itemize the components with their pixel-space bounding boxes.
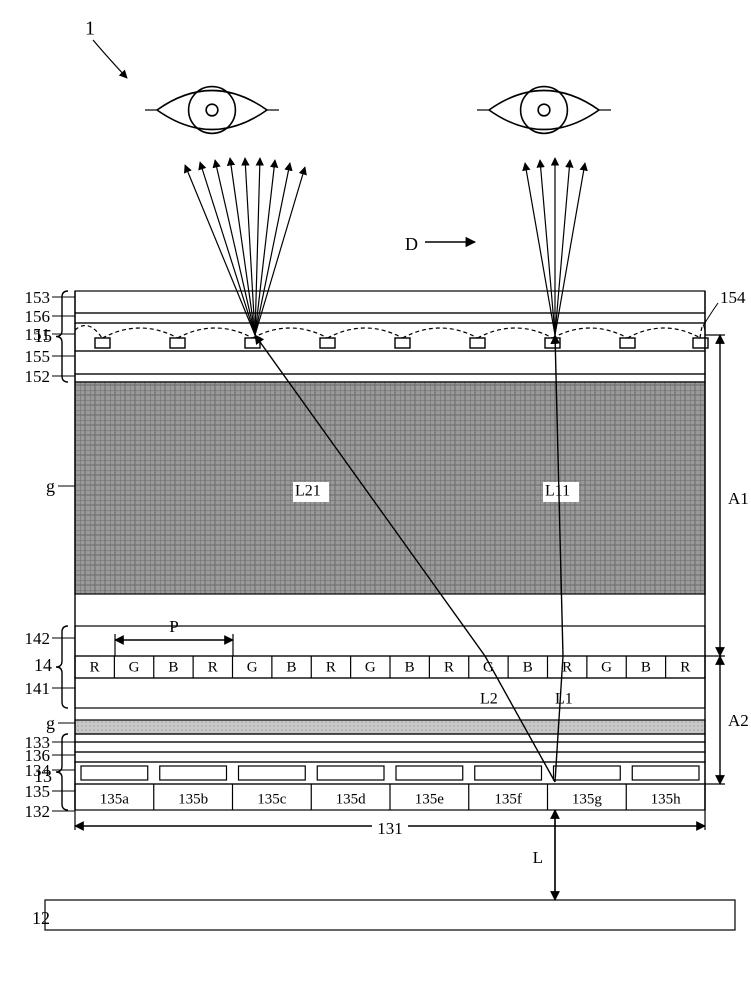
svg-text:L2: L2 [480,691,498,708]
svg-text:R: R [562,659,572,675]
svg-text:135b: 135b [178,791,208,807]
svg-text:A1: A1 [728,489,749,508]
svg-text:A2: A2 [728,711,749,730]
svg-text:135d: 135d [336,791,367,807]
svg-text:135h: 135h [651,791,682,807]
svg-text:P: P [169,617,178,636]
svg-text:R: R [326,659,336,675]
svg-text:135g: 135g [572,791,603,807]
svg-text:G: G [601,659,612,675]
svg-text:B: B [287,659,297,675]
svg-text:B: B [523,659,533,675]
svg-text:R: R [444,659,454,675]
svg-text:135f: 135f [494,791,522,807]
svg-text:B: B [641,659,651,675]
svg-text:G: G [129,659,140,675]
svg-text:12: 12 [32,908,50,928]
svg-text:R: R [680,659,690,675]
svg-text:L1: L1 [555,691,573,708]
svg-text:153: 153 [25,288,51,307]
svg-text:D: D [405,234,418,254]
svg-text:141: 141 [25,679,51,698]
svg-text:14: 14 [34,655,52,675]
svg-text:155: 155 [25,347,51,366]
svg-text:L11: L11 [545,483,570,500]
svg-text:15: 15 [34,326,52,346]
svg-text:B: B [168,659,178,675]
svg-text:135e: 135e [415,791,445,807]
svg-text:132: 132 [25,802,51,821]
svg-text:142: 142 [25,629,51,648]
svg-text:L21: L21 [295,483,321,500]
svg-text:R: R [208,659,218,675]
svg-text:G: G [247,659,258,675]
svg-text:156: 156 [25,307,51,326]
svg-text:G: G [365,659,376,675]
svg-text:13: 13 [34,766,52,786]
svg-text:135c: 135c [257,791,287,807]
svg-text:154: 154 [720,288,746,307]
svg-text:B: B [405,659,415,675]
svg-text:135a: 135a [100,791,130,807]
svg-text:152: 152 [25,367,51,386]
svg-text:L: L [533,848,543,867]
svg-text:R: R [90,659,100,675]
svg-text:1: 1 [85,18,95,40]
svg-text:g: g [46,713,55,733]
svg-text:131: 131 [377,819,403,838]
svg-text:g: g [46,476,55,496]
